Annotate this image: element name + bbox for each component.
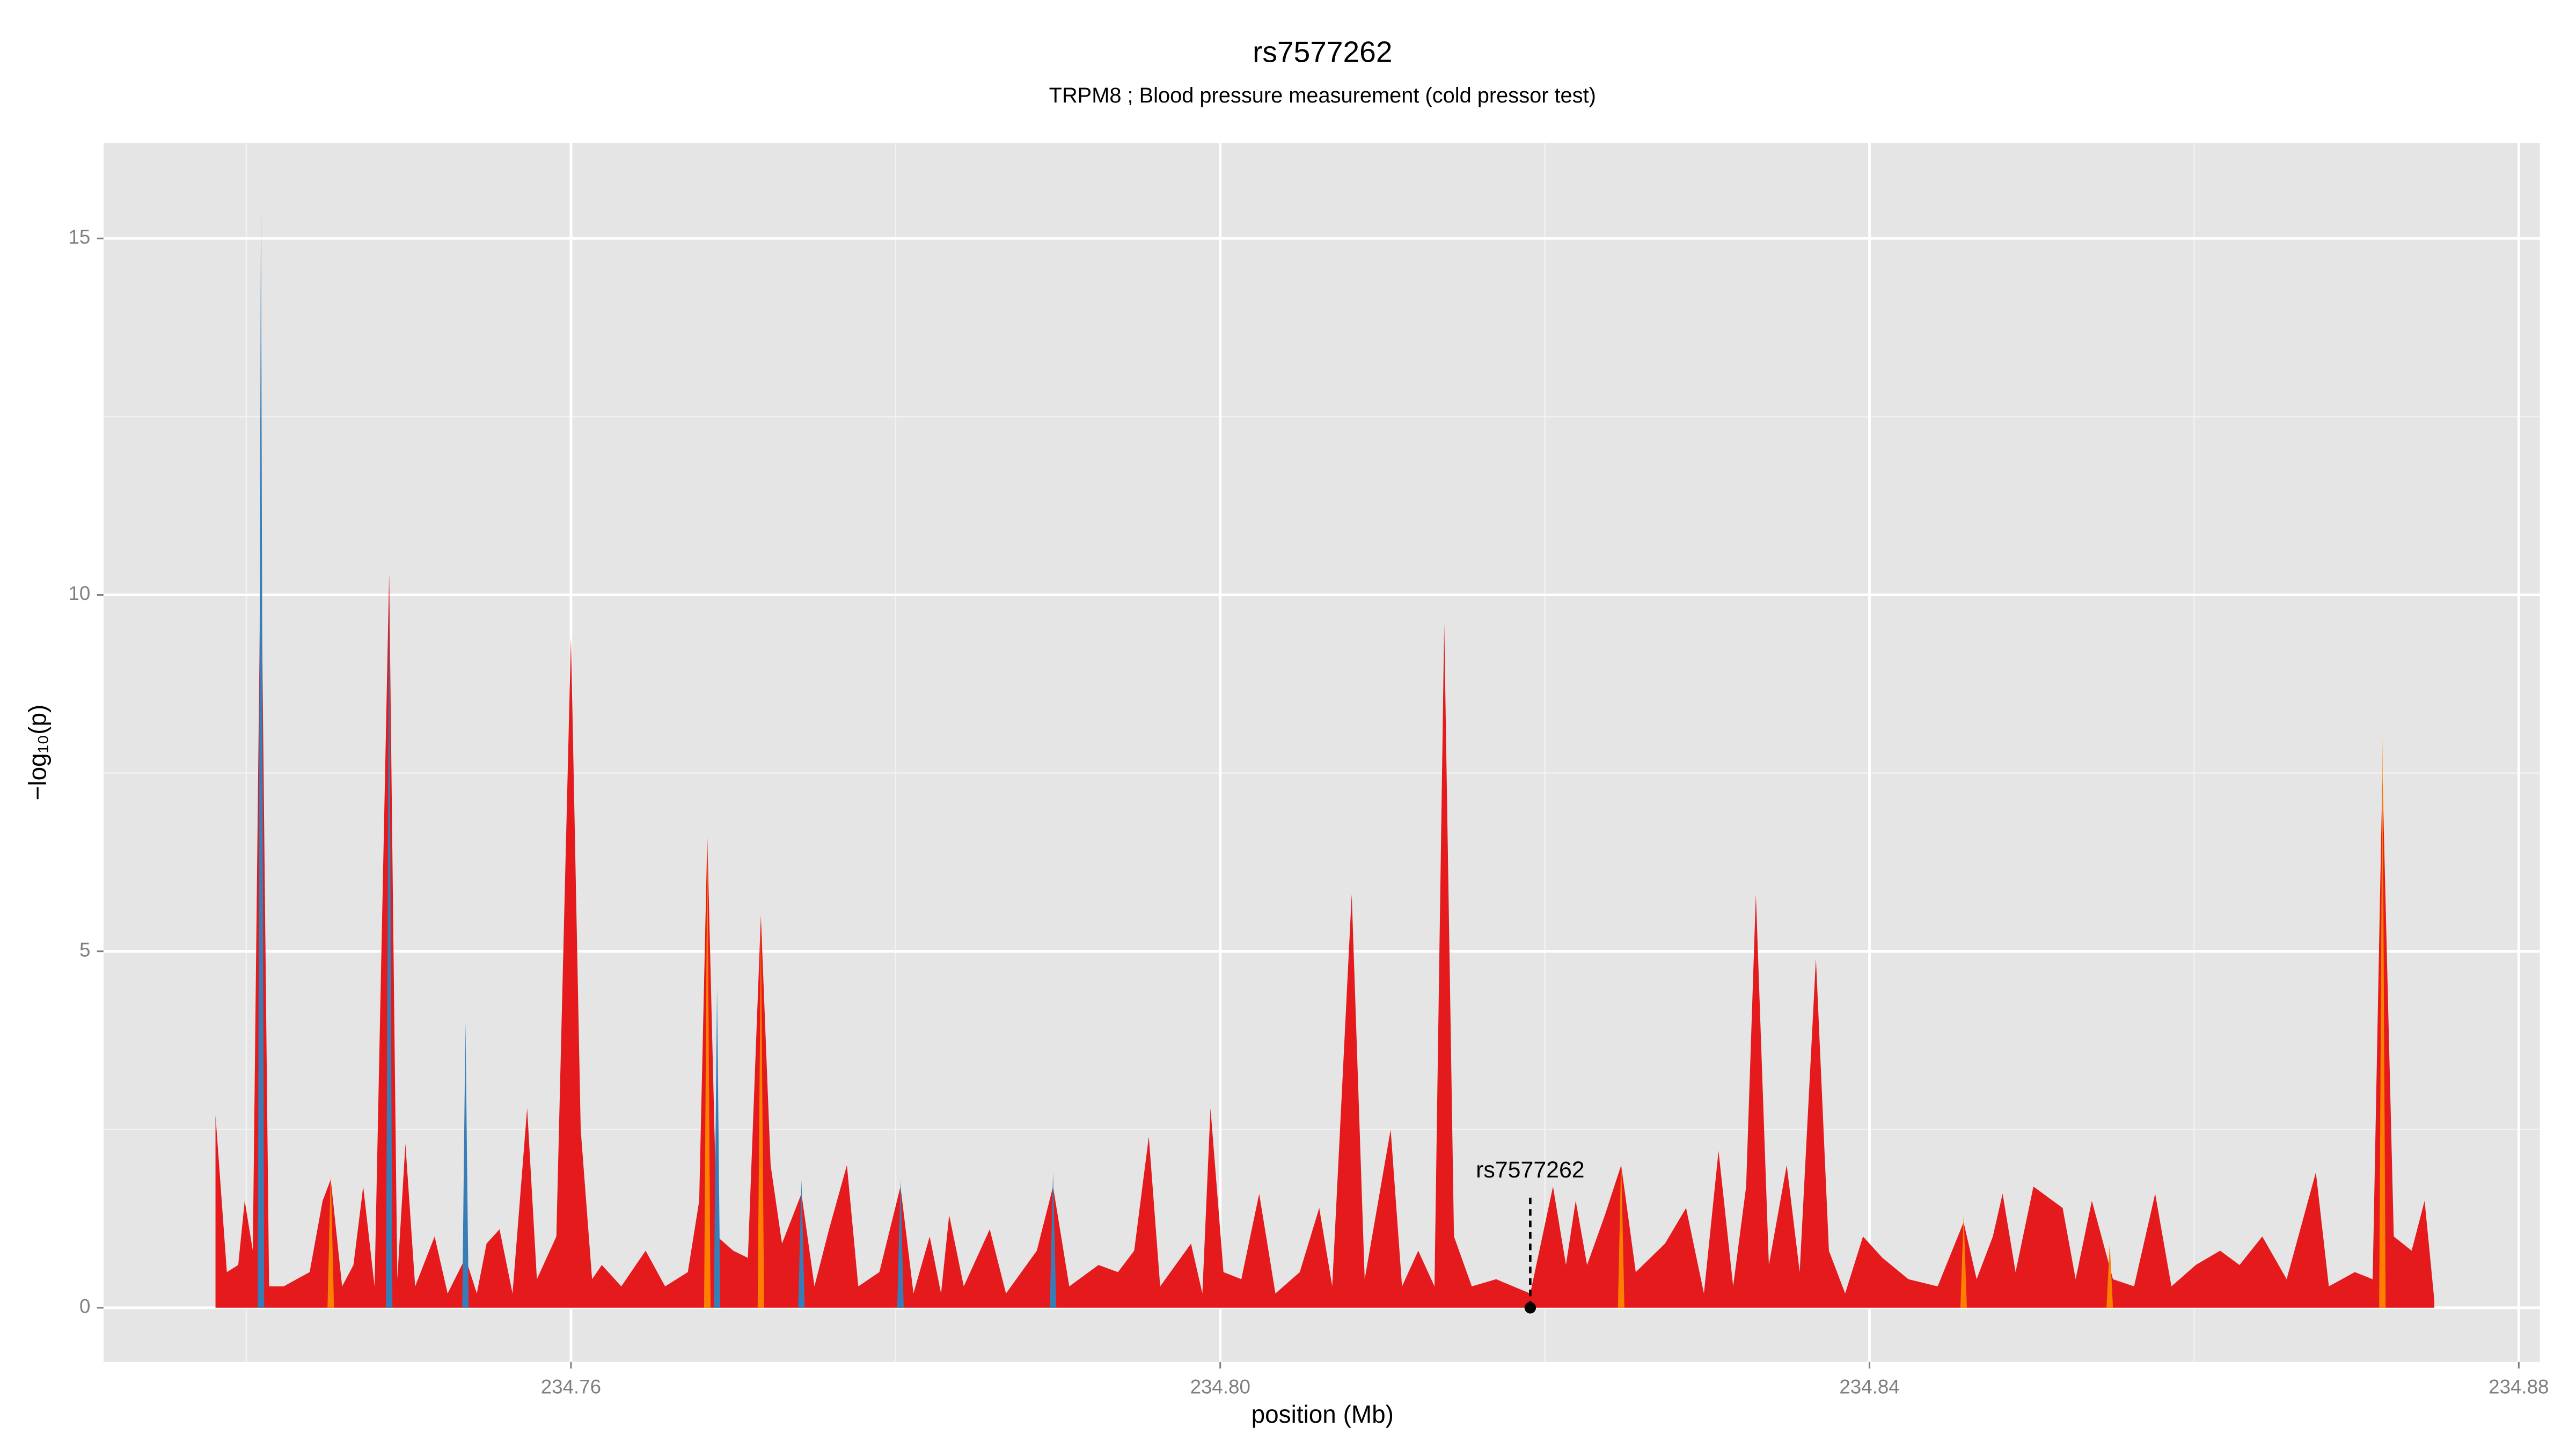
- x-tick-label: 234.76: [541, 1375, 601, 1397]
- chart-title: rs7577262: [1253, 35, 1392, 69]
- y-axis-label: −log₁₀(p): [24, 705, 52, 801]
- x-tick-label: 234.80: [1190, 1375, 1250, 1397]
- annotation-label: rs7577262: [1476, 1157, 1584, 1183]
- axes: 0 5 10 15 234.76 234.80 234.84 234.88: [69, 226, 2549, 1397]
- x-tick-label: 234.84: [1839, 1375, 1899, 1397]
- x-axis-label: position (Mb): [1252, 1400, 1394, 1428]
- chart-subtitle: TRPM8 ; Blood pressure measurement (cold…: [1049, 84, 1596, 107]
- plot-panel: [103, 143, 2540, 1362]
- y-tick-label: 0: [79, 1296, 90, 1318]
- y-tick-label: 10: [69, 582, 91, 604]
- marks: rs7577262: [215, 202, 2435, 1314]
- y-tick-label: 15: [69, 226, 91, 248]
- x-tick-label: 234.88: [2489, 1375, 2549, 1397]
- annotation-point: [1524, 1302, 1536, 1314]
- y-tick-label: 5: [79, 939, 90, 961]
